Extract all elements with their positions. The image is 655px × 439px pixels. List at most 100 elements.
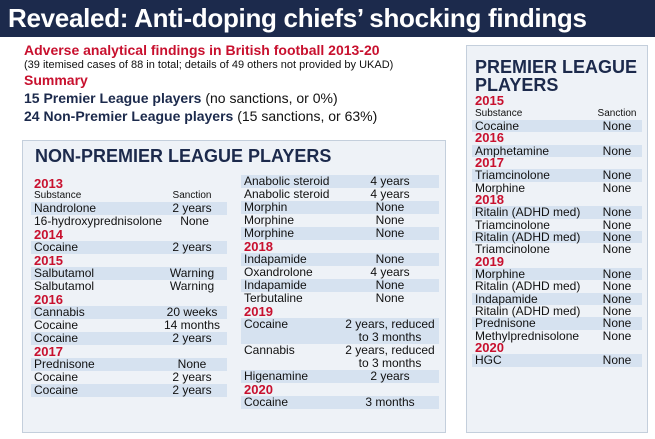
table-row: Cocaine 14 months [31,319,227,332]
table-row: Indapamide None [472,292,642,305]
substance: Cocaine [244,395,289,409]
substance: Morphine [244,213,295,227]
sanction: None [375,252,405,266]
summary: 15 Premier League players (no sanctions,… [24,89,464,125]
header-sanction: Sanction [597,107,637,119]
column: 2013 Substance Sanction Nandrolone 2 years 16… [31,177,227,397]
table-row: Cocaine None [472,118,642,133]
substance: Nandrolone [34,201,97,215]
column-headers: Substance Sanction [31,190,227,202]
table-row: Nandrolone 2 years [31,202,227,215]
year: 2020 [244,382,273,397]
sanction: 2 years [172,240,212,254]
substance: Prednisone [34,357,95,371]
sanction: 2 years [172,331,212,345]
column: 2015 Substance Sanction Cocaine None 2016 Amph… [472,93,642,368]
year: 2017 [34,344,63,359]
year: 2015 [475,93,504,108]
header-bar: Revealed: Anti-doping chiefs’ shocking f… [0,0,655,37]
year: 2019 [244,304,273,319]
table-row: Ritalin (ADHD med) None [472,305,642,318]
substance: Amphetamine [475,143,550,158]
sanction: None [602,353,632,368]
year: 2020 [475,339,504,355]
substance: Anabolic steroid [244,187,330,201]
substance: Triamcinolone [475,217,550,232]
substance: Oxandrolone [244,265,313,279]
substance: Cocaine [244,317,289,331]
table-row: Indapamide None [241,279,439,292]
sanction: 2 years [172,370,212,384]
table-row: Cocaine 2 years [31,371,227,384]
table-row: Anabolic steroid 4 years [241,188,439,201]
substance: Methylprednisolone [475,328,580,343]
sanction: None [602,217,632,232]
table-row: Triamcinolone None [472,242,642,257]
sanction: 2 years, reduced to 3 months [345,343,435,370]
sanction: Warning [169,266,215,280]
year: 2016 [475,130,504,146]
sanction: 4 years [370,174,410,188]
substance: Cocaine [34,240,79,254]
substance: Ritalin (ADHD med) [475,205,581,220]
substance: Prednisone [475,316,536,331]
sanction: 20 weeks [166,305,218,319]
table-row: Morphine None [472,180,642,195]
year: 2015 [34,253,63,268]
substance: HGC [475,353,502,368]
table-row: Ritalin (ADHD med) None [472,205,642,220]
year: 2019 [475,253,504,269]
table-row: Amphetamine None [472,143,642,158]
panel-title: NON-PREMIER LEAGUE PLAYERS [35,146,332,166]
table-row: Triamcinolone None [472,169,642,182]
substance: Triamcinolone [475,242,550,257]
substance: Cocaine [475,118,520,133]
non-premier-panel: NON-PREMIER LEAGUE PLAYERS 2013 Substance… [22,140,446,433]
year: 2013 [34,176,63,191]
summary-detail: (15 sanctions, or 63%) [237,108,378,124]
substance: Indapamide [244,252,307,266]
table-row: Morphine None [241,214,439,227]
table-row: Ritalin (ADHD med) None [472,231,642,243]
substance: Cocaine [34,318,79,332]
sanction: 4 years [370,265,410,279]
sanction: 2 years [172,383,212,397]
substance: Morphine [475,180,526,195]
substance: 16-hydroxyprednisolone [34,214,163,228]
header-sanction: Sanction [172,190,212,201]
substance: Higenamine [244,369,309,383]
sanction: None [602,279,632,294]
table-row: Oxandrolone 4 years [241,266,439,279]
substance: Morphin [244,200,288,214]
substance: Terbutaline [244,291,303,305]
table-row: Higenamine 2 years [241,370,439,383]
sanction: 4 years [370,187,410,201]
table-row: Cocaine 2 years [31,332,227,345]
summary-lead: 24 Non-Premier League players [24,108,234,124]
year: 2018 [475,191,504,207]
year: 2017 [475,154,504,170]
substance: Ritalin (ADHD med) [475,230,581,245]
sanction: Warning [169,279,215,293]
substance: Morphine [244,226,295,240]
table-row: 16-hydroxyprednisolone None [31,215,227,228]
sanction: None [602,242,632,257]
sanction: None [602,267,632,282]
table-row: Cannabis 2 years, reduced to 3 months [241,344,439,370]
sanction: 2 years [370,369,410,383]
substance: Cocaine [34,331,79,345]
table-row: Cocaine 2 years [31,384,227,397]
sanction: None [375,200,405,214]
table-row: Cannabis 20 weeks [31,306,227,319]
table-row: Morphine None [472,268,642,280]
sanction: 2 years [172,201,212,215]
column: Anabolic steroid 4 years Anabolic steroid 4… [241,175,439,409]
intro-heading: Adverse analytical findings in British f… [24,42,380,58]
intro-note: (39 itemised cases of 88 in total; detai… [24,59,394,71]
sanction: None [180,214,209,228]
year: 2018 [244,239,273,254]
substance: Ritalin (ADHD med) [475,279,581,294]
premier-panel: PREMIER LEAGUE PLAYERS 2015 Substance Sanc… [466,45,648,433]
header-substance: Substance [475,107,523,119]
summary-label: Summary [24,72,88,88]
